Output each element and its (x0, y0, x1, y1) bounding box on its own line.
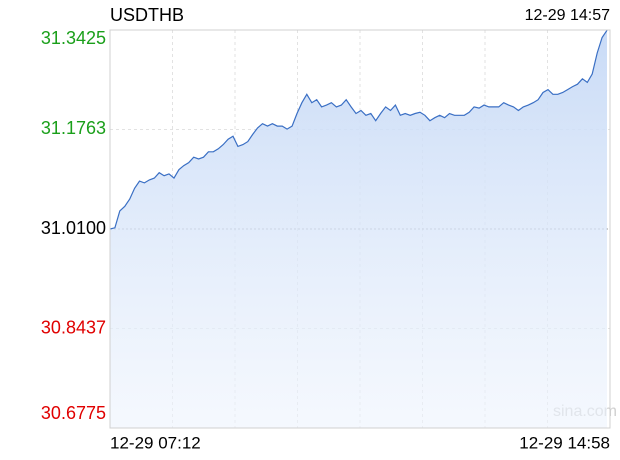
area (110, 30, 607, 429)
y-tick-label: 30.6775 (41, 403, 106, 423)
x-tick-label: 12-29 07:12 (110, 433, 201, 452)
y-tick-label: 30.8437 (41, 317, 106, 337)
x-tick-label: 12-29 14:58 (519, 433, 610, 452)
y-tick-label: 31.0100 (41, 218, 106, 238)
chart-title: USDTHB (110, 5, 184, 25)
timestamp: 12-29 14:57 (525, 7, 611, 24)
y-tick-label: 31.1763 (41, 118, 106, 138)
line (109, 29, 608, 230)
y-tick-label: 31.3425 (41, 28, 106, 48)
plot-border (109, 29, 611, 429)
